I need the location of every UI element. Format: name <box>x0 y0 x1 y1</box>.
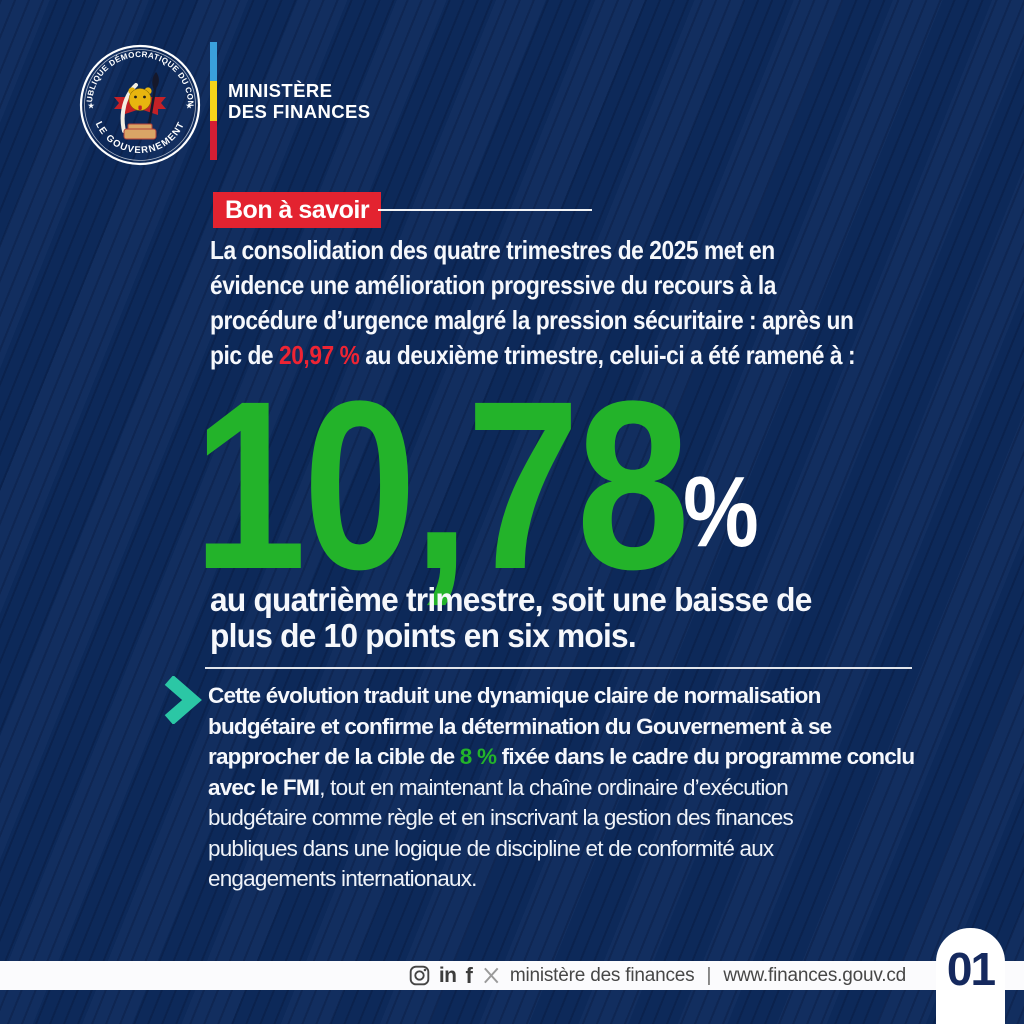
section-badge: Bon à savoir <box>213 192 382 228</box>
seal-star-left-icon: ★ <box>87 101 95 111</box>
analysis-line: budgétaire comme règle et en inscrivant … <box>208 805 794 830</box>
analysis-paragraph: Cette évolution traduit une dynamique cl… <box>208 681 915 895</box>
target-value-highlight: 8 % <box>459 744 497 769</box>
badge-rule-line <box>378 209 592 211</box>
intro-line: procédure d’urgence malgré la pression s… <box>210 305 854 335</box>
intro-line: La consolidation des quatre trimestres d… <box>210 235 775 265</box>
page-number: 01 <box>946 943 996 995</box>
footer-website: www.finances.gouv.cd <box>723 964 906 986</box>
peak-value-highlight: 20,97 % <box>279 340 360 370</box>
analysis-line: rapprocher de la cible de 8 % fixée dans… <box>208 744 915 769</box>
footer-account-name: ministère des finances <box>509 964 695 986</box>
key-statistic: 10,78% <box>193 365 759 605</box>
flag-blue-segment <box>210 42 217 82</box>
linkedin-icon: in <box>438 963 457 987</box>
analysis-line: publiques dans une logique de discipline… <box>208 835 774 861</box>
page-number-card: 01 <box>936 928 1005 1024</box>
government-seal: RÉPUBLIQUE DÉMOCRATIQUE DU CONGO LE GOUV… <box>78 43 201 166</box>
analysis-line: Cette évolution traduit une dynamique cl… <box>208 683 821 708</box>
instagram-icon <box>409 965 430 986</box>
key-statistic-value: 10,78 <box>193 351 690 619</box>
section-divider-line <box>205 667 912 669</box>
chevron-right-icon <box>164 676 202 724</box>
statistic-caption-line: au quatrième trimestre, soit une baisse … <box>210 581 812 618</box>
ministry-title-line2: DES FINANCES <box>228 101 371 122</box>
x-icon <box>482 966 501 985</box>
intro-line: évidence une amélioration progressive du… <box>210 270 777 300</box>
statistic-caption-line: plus de 10 points en six mois. <box>210 617 637 654</box>
analysis-line: avec le FMI, tout en maintenant la chaîn… <box>208 774 789 800</box>
ministry-title: MINISTÈRE DES FINANCES <box>228 80 371 122</box>
footer-separator: | <box>706 964 712 986</box>
analysis-line: engagements internationaux. <box>208 866 477 891</box>
seal-star-right-icon: ★ <box>185 101 193 111</box>
coat-of-arms-icon <box>114 72 166 140</box>
facebook-icon: f <box>465 962 473 988</box>
intro-paragraph: La consolidation des quatre trimestres d… <box>210 233 856 373</box>
fmi-bold-text: avec le FMI <box>208 774 320 800</box>
key-statistic-unit: % <box>683 456 759 568</box>
flag-red-segment <box>210 120 217 160</box>
section-badge-label: Bon à savoir <box>225 195 370 224</box>
flag-yellow-segment <box>210 81 217 121</box>
statistic-caption: au quatrième trimestre, soit une baisse … <box>210 582 812 654</box>
intro-line: pic de 20,97 % au deuxième trimestre, ce… <box>210 340 856 370</box>
flag-color-bar <box>210 42 217 160</box>
analysis-line: budgétaire et confirme la détermination … <box>208 713 832 739</box>
ministry-title-line1: MINISTÈRE <box>228 80 333 101</box>
footer-bar: in f ministère des finances | www.financ… <box>0 961 1024 990</box>
